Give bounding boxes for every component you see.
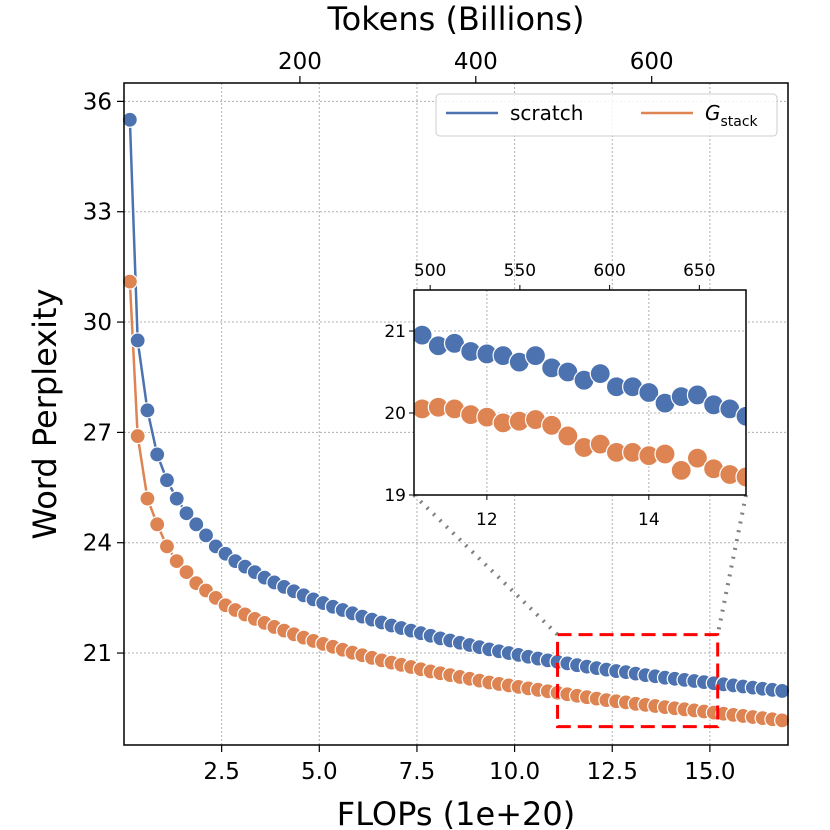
inset-top-x-tick-label: 600 (593, 261, 625, 281)
zoom-connector-right (715, 494, 748, 636)
legend: scratch Gstack (435, 93, 778, 137)
zoom-indicator (412, 493, 748, 729)
point-G_stack (158, 538, 176, 555)
inset-point-scratch (686, 384, 709, 406)
x-axis-label: FLOPs (1e+20) (337, 795, 575, 830)
point-G_stack (774, 712, 791, 729)
point-scratch (149, 446, 166, 463)
main-plot-frame (123, 82, 789, 746)
inset-x-tick-label: 14 (638, 510, 660, 530)
point-scratch (121, 111, 138, 128)
inset-y-tick-label: 21 (384, 322, 406, 342)
legend-gstack-sub: stack (721, 114, 759, 130)
legend-gstack-label: Gstack (705, 101, 759, 130)
zoom-connector-left (412, 493, 559, 637)
x-tick-label: 2.5 (203, 759, 240, 785)
legend-scratch-label: scratch (510, 101, 583, 125)
inset-point-scratch (524, 345, 547, 367)
inset-point-G_stack (735, 466, 746, 488)
y-tick-label: 33 (83, 200, 112, 226)
inset-point-scratch (735, 405, 746, 427)
x-tick-label: 10.0 (489, 759, 540, 785)
point-scratch (129, 332, 146, 349)
point-scratch (774, 682, 791, 700)
point-scratch (139, 402, 156, 419)
inset-frame (413, 289, 747, 496)
inset-top-x-tick-label: 550 (504, 261, 536, 281)
inset-point-G_stack (654, 443, 676, 465)
y-tick-label: 21 (83, 641, 112, 667)
inset-point-G_stack (541, 414, 563, 436)
legend-gstack-main: G (705, 101, 721, 125)
legend-box (435, 93, 778, 137)
point-G_stack (149, 516, 166, 533)
main-markers (121, 111, 791, 729)
y-tick-label: 36 (83, 89, 112, 115)
point-scratch (158, 472, 176, 489)
inset-markers (414, 324, 746, 488)
inset-point-scratch (414, 324, 433, 346)
point-scratch (188, 516, 205, 533)
point-G_stack (129, 427, 146, 445)
y-axis-label: Word Perplexity (26, 288, 64, 539)
top-x-tick-label: 400 (454, 49, 498, 75)
inset-y-tick-label: 20 (384, 404, 406, 424)
x-tick-label: 7.5 (399, 759, 436, 785)
point-G_stack (139, 490, 156, 507)
inset-x-tick-label: 12 (476, 510, 498, 530)
y-tick-label: 24 (83, 531, 112, 557)
inset-point-G_stack (670, 459, 692, 481)
top-x-tick-label: 200 (278, 49, 322, 75)
main-ticks: 2.5 5.0 7.5 10.0 12.5 15.0 21 24 27 30 33 36 200 400 6… (83, 49, 736, 785)
inset-point-G_stack (686, 447, 709, 469)
inset-top-x-tick-label: 650 (683, 261, 715, 281)
point-scratch (178, 505, 195, 522)
top-x-axis-label: Tokens (Billions) (327, 0, 585, 38)
point-G_stack (121, 273, 138, 290)
point-G_stack (168, 553, 185, 570)
point-scratch (197, 527, 215, 544)
x-tick-label: 12.5 (587, 759, 638, 785)
inset-top-x-tick-label: 500 (414, 261, 446, 281)
y-tick-label: 30 (83, 310, 112, 336)
point-scratch (168, 490, 185, 507)
x-tick-label: 15.0 (684, 759, 735, 785)
inset-point-scratch (638, 381, 660, 404)
inset-ticks: 12 14 19 20 21 500 550 600 650 (384, 261, 715, 530)
inset-y-tick-label: 19 (384, 486, 406, 506)
point-G_stack (178, 564, 195, 581)
inset-point-G_stack (557, 425, 579, 447)
top-x-tick-label: 600 (630, 49, 674, 75)
x-tick-label: 5.0 (301, 759, 338, 785)
y-tick-label: 27 (83, 420, 112, 446)
inset-plot: 12 14 19 20 21 500 550 600 650 (384, 261, 747, 530)
inset-point-scratch (589, 363, 611, 385)
